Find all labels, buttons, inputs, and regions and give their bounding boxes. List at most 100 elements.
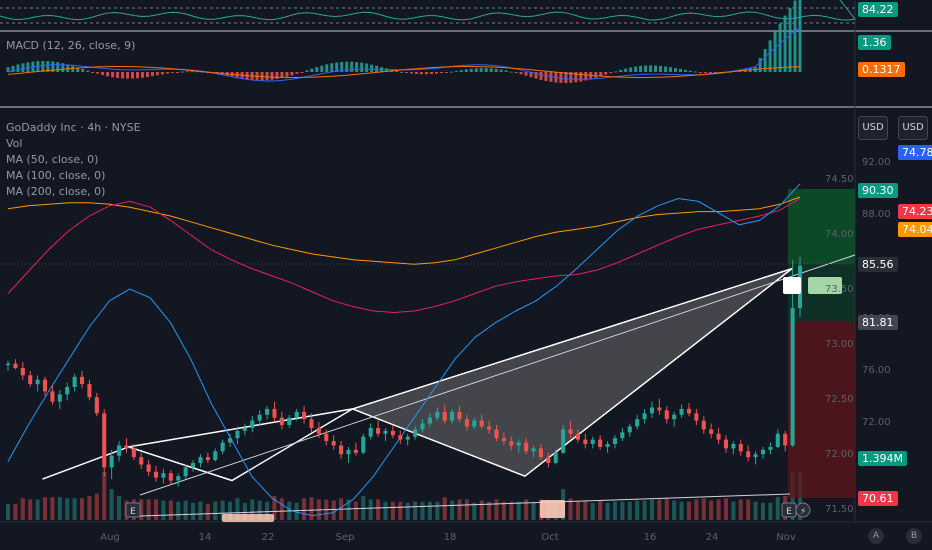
volume-bar xyxy=(228,501,233,520)
volume-bar xyxy=(420,501,425,520)
pattern-fill-right xyxy=(352,268,792,477)
currency-button-right[interactable]: USD xyxy=(898,116,928,140)
volume-bar xyxy=(516,501,521,520)
legend-ma200[interactable]: MA (200, close, 0) xyxy=(6,185,106,198)
candle-body xyxy=(672,414,677,420)
stop-zone xyxy=(788,322,855,498)
rsi-pane xyxy=(0,0,856,24)
legend-ma100[interactable]: MA (100, close, 0) xyxy=(6,169,106,182)
candle-body xyxy=(760,449,766,455)
trendline-lower xyxy=(139,493,791,517)
time-axis[interactable]: Aug 14 22 Sep 18 Oct 16 24 Nov xyxy=(100,532,796,543)
currency-button-left[interactable]: USD xyxy=(858,116,888,140)
volume-bar xyxy=(57,497,62,520)
volume-bar xyxy=(65,498,70,520)
macd-hist-bar xyxy=(773,31,777,72)
volume-bar xyxy=(686,501,692,520)
volume-bar xyxy=(183,500,188,520)
volume-bar xyxy=(649,499,654,520)
lightning-icon[interactable] xyxy=(795,502,811,518)
legend-volume[interactable]: Vol xyxy=(6,137,23,150)
macd-hist-bar xyxy=(474,68,478,72)
candle-body xyxy=(272,408,277,418)
macd-hist-bar xyxy=(703,72,707,73)
auto-scale-button[interactable]: A xyxy=(868,528,884,544)
candle-body xyxy=(316,427,321,434)
symbol-title[interactable]: GoDaddy Inc · 4h · NYSE xyxy=(6,121,141,134)
candle-body xyxy=(575,433,580,440)
volume-bar xyxy=(679,501,684,520)
candle-body xyxy=(723,439,729,449)
volume-bar xyxy=(191,502,196,520)
candle-body xyxy=(390,430,395,436)
candle-body xyxy=(339,445,344,455)
volume-bar xyxy=(775,497,780,520)
volume-bar xyxy=(376,499,381,520)
macd-hist-bar xyxy=(91,72,95,73)
earnings-icon[interactable] xyxy=(125,502,141,518)
projection-box-handle[interactable] xyxy=(783,277,801,294)
left-axis-label: 74.50 xyxy=(825,174,854,185)
volume-bar xyxy=(20,498,25,520)
macd-hist-bar xyxy=(424,72,428,75)
volume-bar xyxy=(575,501,580,520)
macd-hist-bar xyxy=(644,65,648,72)
macd-hist-bar xyxy=(320,65,324,72)
candle-body xyxy=(642,413,647,420)
macd-hist-bar xyxy=(564,72,568,84)
macd-hist-bar xyxy=(165,72,169,74)
volume-bar xyxy=(413,501,418,520)
candle-body xyxy=(664,410,669,420)
left-axis-label: 73.00 xyxy=(825,339,854,350)
candle-body xyxy=(487,426,492,430)
candle-body xyxy=(598,439,603,447)
candle-body xyxy=(701,420,706,430)
candle-body xyxy=(228,438,233,443)
macd-hist-bar xyxy=(758,57,762,72)
volume-bar xyxy=(250,499,255,520)
volume-bar xyxy=(213,501,218,520)
macd-hist-bar xyxy=(509,71,513,73)
volume-bar xyxy=(390,501,395,520)
macd-hist-bar xyxy=(609,72,613,73)
volume-bar xyxy=(664,498,669,520)
macd-hist-bar xyxy=(21,63,25,72)
left-price-axis[interactable]: 74.50 74.00 73.50 73.00 72.50 72.00 71.50 xyxy=(825,174,854,515)
candle-body xyxy=(287,417,292,425)
macd-hist-bar xyxy=(270,72,274,80)
earnings-icon-label: E xyxy=(786,507,792,517)
candle-body xyxy=(346,449,351,455)
macd-hist-bar xyxy=(479,68,483,72)
earnings-markers[interactable]: E E ⚡ xyxy=(125,502,811,518)
legend-ma50[interactable]: MA (50, close, 0) xyxy=(6,153,99,166)
candle-body xyxy=(5,363,11,366)
candle-body xyxy=(353,449,358,453)
macd-hist-bar xyxy=(101,72,105,76)
candle-body xyxy=(686,408,692,414)
macd-hist-bar xyxy=(519,72,523,75)
macd-hist-bar xyxy=(155,72,159,76)
volume-bar xyxy=(353,501,358,520)
macd-hist-bar xyxy=(634,66,638,72)
candle-body xyxy=(109,455,114,468)
volume-bar xyxy=(457,499,462,520)
macd-hist-bar xyxy=(489,68,493,72)
macd-hist-bar xyxy=(370,64,374,72)
macd-hist-bar xyxy=(783,15,787,72)
log-scale-button[interactable]: B xyxy=(906,528,922,544)
volume-bar xyxy=(657,499,662,520)
candle-body xyxy=(694,413,699,421)
macd-hist-bar xyxy=(524,72,528,76)
macd-hist-bar xyxy=(295,72,299,74)
macd-hist-bar xyxy=(140,72,144,78)
candle-body xyxy=(383,430,388,434)
macd-histogram xyxy=(6,0,802,84)
candle-body xyxy=(583,439,588,444)
candle-body xyxy=(568,429,573,434)
volume-bar xyxy=(694,499,699,520)
volume-bar xyxy=(738,499,743,520)
candle-body xyxy=(442,411,447,421)
volume-bar xyxy=(309,497,314,520)
candle-body xyxy=(427,417,432,424)
